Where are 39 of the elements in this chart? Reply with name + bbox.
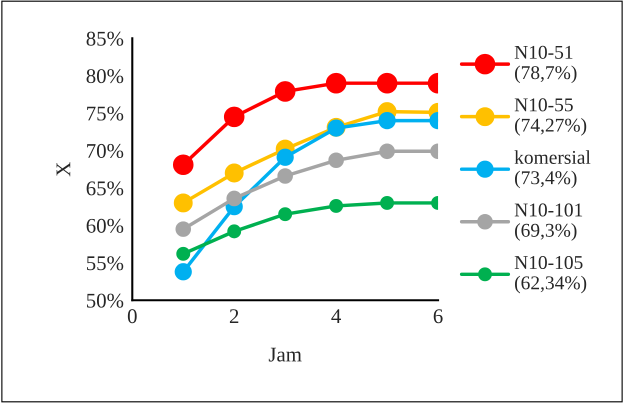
y-tick-label: 85% <box>86 32 124 46</box>
point <box>278 207 292 222</box>
legend-label: N10-51 (78,7%) <box>514 46 576 84</box>
point <box>226 190 242 206</box>
y-tick-label: 60% <box>86 218 124 233</box>
point <box>224 164 244 182</box>
point <box>328 152 344 168</box>
y-tick-label: 55% <box>86 256 124 270</box>
legend-label: N10-105 (62,34%) <box>514 256 586 294</box>
point <box>326 72 346 94</box>
y-axis-title: X <box>56 162 70 176</box>
legend-label: N10-101 (69,3%) <box>514 203 582 241</box>
x-tick-label: 2 <box>230 309 238 324</box>
point <box>174 193 193 212</box>
point <box>329 198 344 213</box>
point <box>276 148 294 166</box>
point <box>172 154 194 176</box>
legend-label: komersial (73,4%) <box>514 150 590 188</box>
x-tick-label: 0 <box>128 309 137 324</box>
point <box>274 81 296 102</box>
point <box>227 224 242 238</box>
point <box>174 263 192 280</box>
point <box>378 112 396 130</box>
y-tick-label: 75% <box>87 106 124 121</box>
y-tick-label: 80% <box>86 69 124 84</box>
point <box>224 106 244 128</box>
point <box>380 196 394 210</box>
y-tick-label: 65% <box>86 181 124 196</box>
point <box>376 72 398 94</box>
x-tick-label: 4 <box>331 309 342 324</box>
x-axis-title: Jam <box>268 348 302 362</box>
point <box>277 168 293 184</box>
point <box>379 144 395 160</box>
point <box>175 221 192 237</box>
y-tick-label: 70% <box>87 144 124 158</box>
y-tick-label: 50% <box>86 294 124 308</box>
legend-label: N10-55 (74,27%) <box>514 98 586 136</box>
x-tick-label: 6 <box>434 309 443 324</box>
point <box>176 246 190 261</box>
